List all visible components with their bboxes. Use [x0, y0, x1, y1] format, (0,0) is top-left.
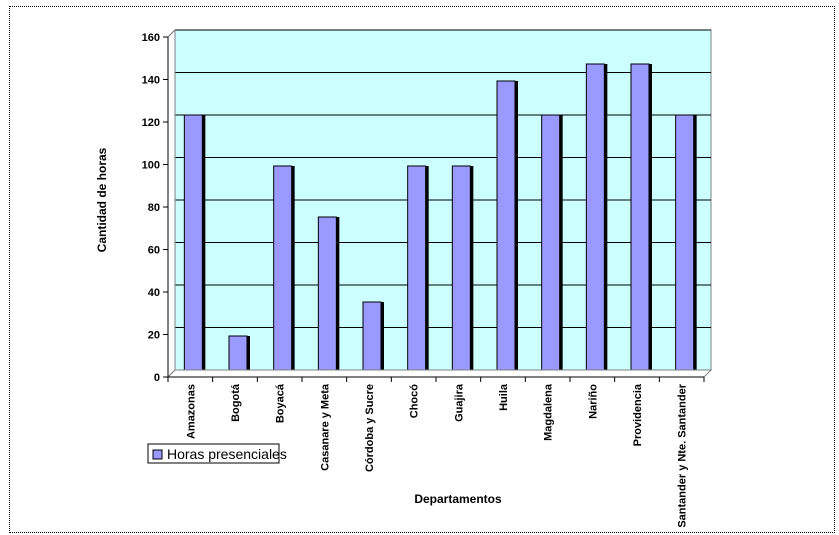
x-tick-label: Providencia — [632, 383, 644, 446]
x-tick-label: Nariño — [587, 384, 599, 419]
y-tick-label: 140 — [142, 75, 160, 87]
floor — [166, 369, 713, 378]
y-tick-label: 40 — [148, 287, 160, 299]
bar — [675, 114, 695, 371]
x-tick-label: Bogotá — [230, 383, 242, 422]
x-tick-label: Huila — [498, 383, 510, 411]
bar — [183, 114, 203, 371]
y-tick-label: 160 — [142, 32, 160, 44]
legend-swatch — [152, 449, 163, 460]
x-axis-title: Departamentos — [414, 492, 502, 506]
y-tick-label: 60 — [148, 245, 160, 257]
x-tick-label: Guajira — [453, 383, 465, 422]
chart-frame — [9, 6, 835, 533]
x-tick-label: Magdalena — [543, 383, 555, 441]
left-wall — [167, 28, 176, 379]
axes — [163, 28, 713, 382]
y-tick-label: 100 — [142, 160, 160, 172]
x-tick-label: Santander y Nte. Santander — [677, 383, 689, 527]
bar — [362, 301, 382, 371]
y-tick-label: 0 — [154, 372, 160, 384]
legend-box — [147, 443, 280, 464]
x-tick-labels: Amazonas Bogotá Boyacá Casanare y Meta Córdo… — [185, 383, 688, 528]
y-tick-labels: 0 20 40 60 80 100 120 140 160 — [142, 32, 160, 384]
x-tick-label: Amazonas — [185, 384, 197, 439]
bar — [228, 335, 248, 371]
x-tick-label: Boyacá — [275, 383, 287, 423]
bar — [630, 63, 650, 371]
y-tick-label: 120 — [142, 117, 160, 129]
bars — [183, 63, 697, 371]
y-axis-title: Cantidad de horas — [95, 147, 109, 252]
gridlines — [167, 29, 711, 335]
bar — [407, 165, 427, 371]
legend: Horas presenciales — [147, 443, 287, 464]
bar — [317, 216, 337, 371]
x-tick-label: Córdoba y Sucre — [364, 384, 376, 472]
bar — [273, 165, 293, 371]
bar — [451, 165, 471, 371]
bar — [496, 80, 516, 371]
bar — [585, 63, 605, 371]
y-tick-label: 80 — [148, 202, 160, 214]
x-tick-label: Chocó — [409, 384, 421, 419]
y-tick-label: 20 — [148, 330, 160, 342]
x-tick-label: Casanare y Meta — [319, 383, 331, 471]
bar — [541, 114, 561, 371]
legend-label: Horas presenciales — [167, 446, 287, 462]
